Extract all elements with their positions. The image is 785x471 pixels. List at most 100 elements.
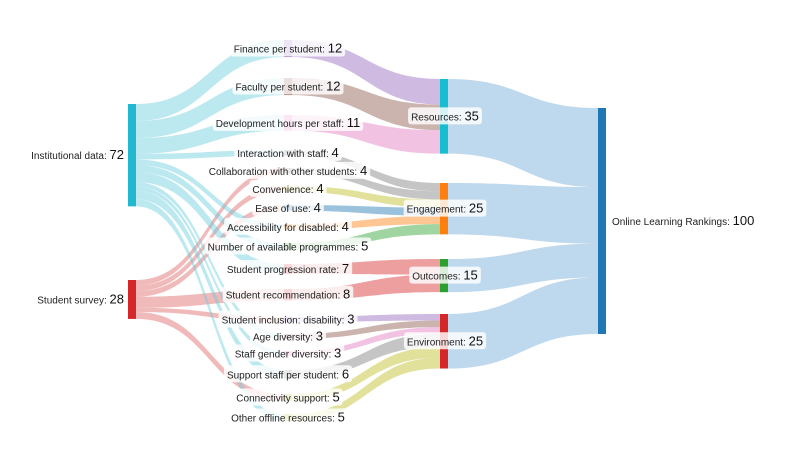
node-label-offline: Other offline resources: 5	[228, 408, 348, 426]
svg-text:Finance per student: 12: Finance per student: 12	[234, 41, 342, 56]
node-value-age: 3	[316, 329, 323, 344]
node-value-connectivity: 5	[332, 390, 339, 405]
label-background	[218, 310, 358, 328]
flow-survey-to-connectivity	[136, 311, 284, 402]
node-value-support: 6	[342, 366, 349, 381]
label-background	[408, 107, 482, 125]
sankey-links	[136, 40, 598, 422]
label-background	[222, 285, 354, 303]
svg-text:Online Learning Rankings: 100: Online Learning Rankings: 100	[612, 213, 754, 228]
node-name-engagement: Engagement:	[407, 205, 469, 216]
node-name-institutional: Institutional data:	[31, 151, 109, 162]
node-name-collaboration: Collaboration with other students:	[209, 167, 360, 178]
label-background	[228, 408, 348, 426]
label-background	[403, 199, 487, 217]
svg-text:Outcomes: 15: Outcomes: 15	[412, 268, 478, 283]
svg-text:Connectivity support: 5: Connectivity support: 5	[236, 390, 339, 405]
node-name-offline: Other offline resources:	[231, 414, 338, 425]
node-name-gender: Staff gender diversity:	[235, 350, 334, 361]
node-label-connectivity: Connectivity support: 5	[233, 388, 343, 406]
node-label-faculty: Faculty per student: 12	[232, 77, 344, 95]
node-label-engagement: Engagement: 25	[403, 199, 487, 217]
node-value-environment: 25	[469, 333, 483, 348]
svg-text:Engagement: 25: Engagement: 25	[407, 201, 484, 216]
svg-text:Staff gender diversity: 3: Staff gender diversity: 3	[235, 346, 342, 361]
node-name-finance: Finance per student:	[234, 45, 328, 56]
svg-text:Other offline resources: 5: Other offline resources: 5	[231, 410, 345, 425]
svg-text:Accessibility for disabled: 4: Accessibility for disabled: 4	[227, 219, 349, 234]
node-value-interaction: 4	[332, 145, 339, 160]
label-background	[233, 388, 343, 406]
svg-text:Interaction with staff: 4: Interaction with staff: 4	[237, 145, 339, 160]
svg-text:Ease of use: 4: Ease of use: 4	[255, 200, 321, 215]
svg-text:Environment: 25: Environment: 25	[407, 333, 483, 348]
label-background	[34, 290, 127, 308]
sankey-labels: Institutional data: 72 Student survey: 28…	[28, 39, 758, 426]
label-background	[403, 332, 487, 350]
node-survey[interactable]	[128, 280, 136, 319]
node-name-recommendation: Student recommendation:	[226, 291, 343, 302]
label-background	[224, 217, 352, 235]
node-institutional[interactable]	[128, 104, 136, 207]
svg-text:Student progression rate: 7: Student progression rate: 7	[227, 261, 349, 276]
flow-age-to-environment	[292, 320, 440, 339]
label-background	[28, 146, 127, 164]
node-label-programmes: Number of available programmes: 5	[204, 237, 372, 255]
node-name-programmes: Number of available programmes:	[208, 243, 361, 254]
node-label-resources: Resources: 35	[408, 107, 482, 125]
node-label-progression: Student progression rate: 7	[223, 259, 353, 277]
node-label-finance: Finance per student: 12	[230, 39, 346, 57]
node-value-progression: 7	[342, 261, 349, 276]
node-value-engagement: 25	[469, 201, 483, 216]
flow-institutional-to-offline	[136, 199, 284, 422]
node-name-development: Development hours per staff:	[216, 119, 347, 130]
flow-connectivity-to-environment	[292, 346, 440, 402]
node-value-collaboration: 4	[360, 163, 367, 178]
node-name-outcomes: Outcomes:	[412, 272, 463, 283]
label-background	[212, 113, 364, 131]
node-name-connectivity: Connectivity support:	[236, 394, 332, 405]
label-background	[223, 259, 353, 277]
label-background	[231, 344, 345, 362]
flow-institutional-to-programmes	[136, 165, 284, 251]
label-background	[249, 327, 327, 345]
node-label-accessibility: Accessibility for disabled: 4	[224, 217, 352, 235]
flow-institutional-to-support	[136, 190, 284, 379]
label-background	[232, 77, 344, 95]
node-name-resources: Resources:	[411, 112, 464, 123]
svg-text:Student recommendation: 8: Student recommendation: 8	[226, 287, 351, 302]
node-rankings[interactable]	[598, 108, 606, 334]
node-value-development: 11	[347, 115, 361, 130]
flow-survey-to-collaboration	[136, 168, 284, 286]
svg-text:Development hours per staff: 1: Development hours per staff: 11	[216, 115, 361, 130]
node-value-resources: 35	[464, 108, 478, 123]
node-name-ease: Ease of use:	[255, 204, 313, 215]
flow-ease-to-engagement	[292, 205, 440, 216]
flow-outcomes-to-rankings	[448, 243, 598, 293]
node-label-institutional: Institutional data: 72	[28, 146, 127, 164]
node-label-environment: Environment: 25	[403, 332, 487, 350]
svg-text:Number of available programmes: Number of available programmes: 5	[208, 239, 369, 254]
node-label-development: Development hours per staff: 11	[212, 113, 364, 131]
node-value-survey: 28	[110, 291, 124, 306]
flow-institutional-to-gender	[136, 186, 284, 356]
svg-text:Collaboration with other stude: Collaboration with other students: 4	[209, 163, 367, 178]
node-value-outcomes: 15	[463, 268, 477, 283]
node-value-rankings: 100	[733, 213, 755, 228]
node-name-convenience: Convenience:	[252, 185, 316, 196]
label-background	[234, 143, 342, 161]
node-value-programmes: 5	[361, 239, 368, 254]
label-background	[204, 237, 372, 255]
flow-institutional-to-finance	[136, 40, 284, 122]
flow-institutional-to-age	[136, 182, 284, 339]
node-label-collaboration: Collaboration with other students: 4	[205, 161, 371, 179]
label-background	[609, 212, 758, 229]
flow-institutional-to-accessibility	[136, 159, 284, 230]
node-name-accessibility: Accessibility for disabled:	[227, 223, 342, 234]
flow-convenience-to-engagement	[292, 186, 440, 208]
node-name-inclusion: Student inclusion: disability:	[222, 316, 348, 327]
svg-text:Student survey: 28: Student survey: 28	[37, 291, 124, 306]
flow-engagement-to-rankings	[448, 183, 598, 244]
svg-text:Faculty per student: 12: Faculty per student: 12	[235, 79, 340, 94]
flow-offline-to-environment	[292, 357, 440, 422]
